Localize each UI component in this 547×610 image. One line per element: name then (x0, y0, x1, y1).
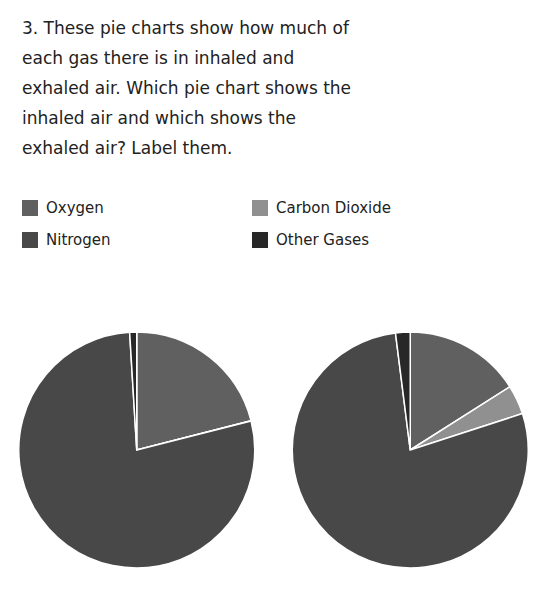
legend-label: Carbon Dioxide (276, 199, 391, 217)
legend-swatch (252, 232, 268, 248)
title-line: each gas there is in inhaled and (22, 48, 294, 68)
title-line: exhaled air. Which pie chart shows the (22, 78, 351, 98)
legend-label: Other Gases (276, 231, 369, 249)
legend: Oxygen Carbon Dioxide Nitrogen Other Gases (22, 199, 391, 249)
pie-slice (130, 332, 137, 450)
legend-swatch (252, 200, 268, 216)
pie-slice (292, 333, 528, 568)
pie (292, 332, 528, 568)
chart-root: 3. These pie charts show how much of each… (0, 0, 547, 610)
title-line: exhaled air? Label them. (22, 138, 232, 158)
legend-swatch (22, 200, 38, 216)
legend-label: Nitrogen (46, 231, 111, 249)
title: 3. These pie charts show how much of each… (22, 18, 351, 158)
pie (19, 332, 255, 568)
title-line: 3. These pie charts show how much of (22, 18, 350, 38)
pie-slice (395, 332, 410, 450)
legend-label: Oxygen (46, 199, 104, 217)
legend-swatch (22, 232, 38, 248)
pie-slice (19, 332, 255, 568)
legend-item: Other Gases (252, 231, 369, 249)
legend-item: Oxygen (22, 199, 104, 217)
legend-item: Nitrogen (22, 231, 111, 249)
legend-item: Carbon Dioxide (252, 199, 391, 217)
title-line: inhaled air and which shows the (22, 108, 296, 128)
